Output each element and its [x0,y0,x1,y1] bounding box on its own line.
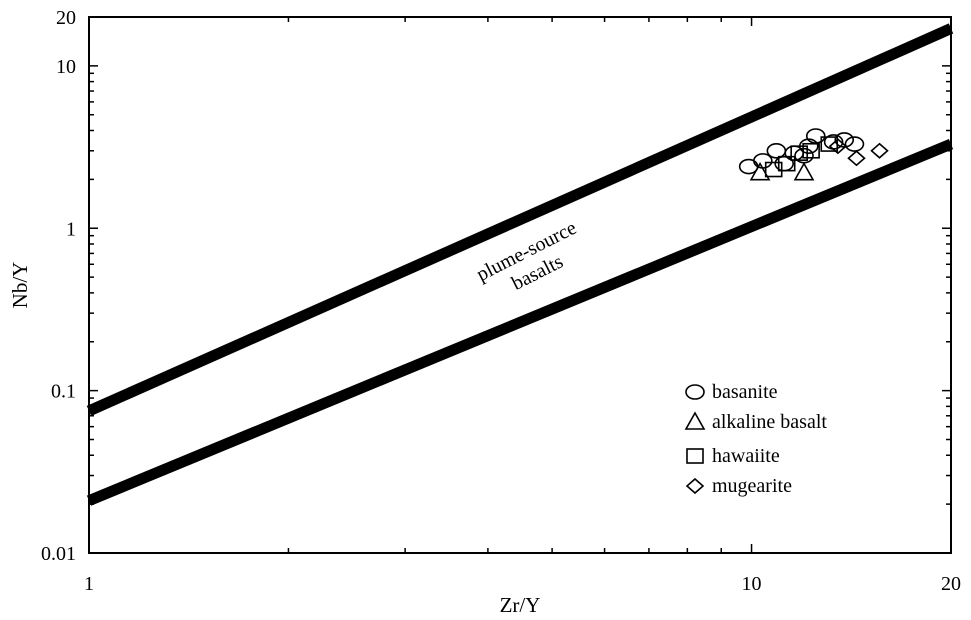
data-point-alkaline-basalt [793,162,815,181]
x-axis-title: Zr/Y [500,593,541,617]
y-tick-label: 20 [56,7,76,29]
legend-marker-hawaiite [686,448,704,464]
data-point-alkaline-basalt [749,162,771,181]
plot-frame [88,16,952,554]
x-tick-label: 10 [742,573,762,595]
x-tick-label: 20 [941,573,961,595]
data-point-hawaiite [777,155,796,172]
y-tick-label: 1 [66,218,76,240]
data-points [738,128,889,181]
data-point-mugearite [847,150,866,167]
legend-label-hawaiite: hawaiite [712,445,780,467]
data-point-basanite [844,136,865,152]
data-point-mugearite [828,138,848,155]
y-tick-labels: 0.01 0.1 1 10 20 [41,7,76,565]
boundary-line-upper [86,23,954,416]
legend-label-mugearite: mugearite [712,475,792,497]
x-tick-labels: 1 10 20 [84,573,961,595]
legend-label-basanite: basanite [712,381,778,403]
x-tick-label: 1 [84,573,94,595]
legend-label-alkaline-basalt: alkaline basalt [712,411,827,433]
legend-marker-basanite [685,384,705,400]
data-point-hawaiite [790,145,808,161]
data-point-hawaiite [802,142,820,159]
legend-markers [684,384,706,495]
data-point-hawaiite [820,136,839,152]
y-tick-label: 0.01 [41,543,76,565]
legend-marker-mugearite [685,477,705,495]
legend: basanite alkaline basalt hawaiite mugear… [684,381,827,497]
legend-marker-alkaline-basalt [684,411,706,430]
data-point-hawaiite [764,161,783,178]
axis-ticks [89,17,951,553]
boundary-lines [86,23,954,506]
y-tick-label: 0.1 [51,381,76,403]
y-axis-title: Nb/Y [8,262,32,309]
data-point-basanite [766,142,787,159]
y-tick-label: 10 [56,56,76,78]
data-point-mugearite [870,142,889,159]
boundary-line-lower [86,138,954,506]
